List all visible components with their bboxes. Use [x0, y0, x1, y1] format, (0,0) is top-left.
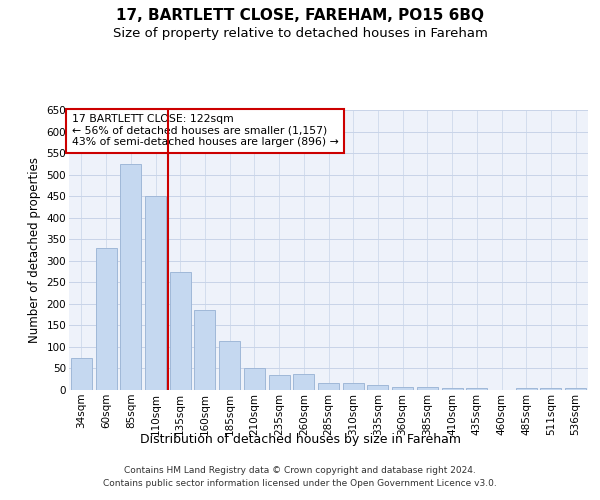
Bar [541, 388, 562, 390]
Bar [516, 388, 537, 390]
Bar [417, 386, 438, 390]
Text: 17, BARTLETT CLOSE, FAREHAM, PO15 6BQ: 17, BARTLETT CLOSE, FAREHAM, PO15 6BQ [116, 8, 484, 22]
Bar [95, 248, 116, 390]
Bar [318, 382, 339, 390]
Bar [219, 342, 240, 390]
Text: Distribution of detached houses by size in Fareham: Distribution of detached houses by size … [139, 432, 461, 446]
Bar [466, 388, 487, 390]
Bar [194, 310, 215, 390]
Bar [565, 388, 586, 390]
Bar [442, 388, 463, 390]
Bar [293, 374, 314, 390]
Bar [269, 375, 290, 390]
Bar [145, 196, 166, 390]
Y-axis label: Number of detached properties: Number of detached properties [28, 157, 41, 343]
Bar [120, 164, 141, 390]
Bar [170, 272, 191, 390]
Bar [71, 358, 92, 390]
Text: 17 BARTLETT CLOSE: 122sqm
← 56% of detached houses are smaller (1,157)
43% of se: 17 BARTLETT CLOSE: 122sqm ← 56% of detac… [71, 114, 338, 148]
Bar [343, 382, 364, 390]
Text: Size of property relative to detached houses in Fareham: Size of property relative to detached ho… [113, 28, 487, 40]
Text: Contains HM Land Registry data © Crown copyright and database right 2024.
Contai: Contains HM Land Registry data © Crown c… [103, 466, 497, 487]
Bar [392, 386, 413, 390]
Bar [367, 385, 388, 390]
Bar [244, 368, 265, 390]
